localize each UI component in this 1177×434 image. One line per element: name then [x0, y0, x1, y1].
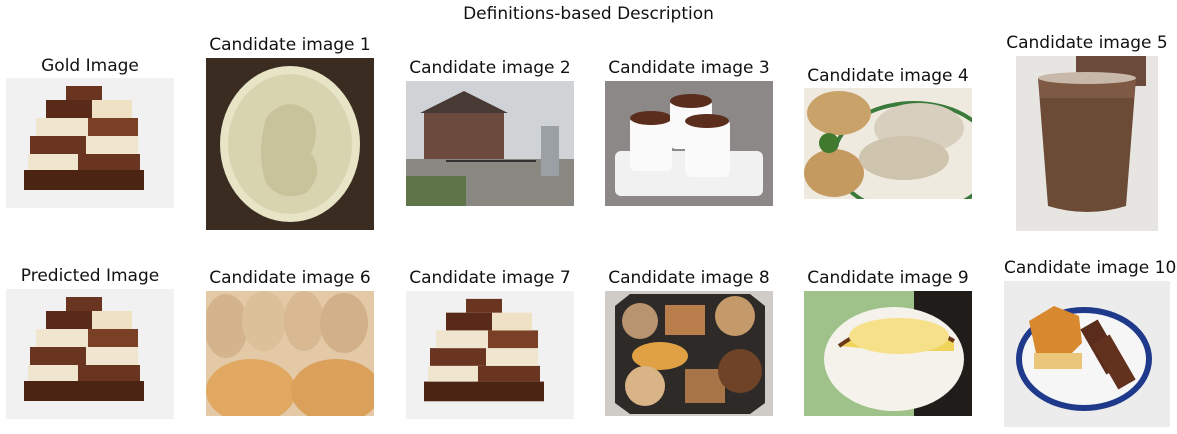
panel-candidate-5: Candidate image 5 — [1006, 33, 1168, 233]
hot-chocolate-image — [605, 81, 773, 206]
panel-predicted-image: Predicted Image — [6, 266, 174, 422]
medallion-image — [206, 58, 374, 230]
panel-caption: Candidate image 7 — [409, 268, 571, 288]
panel-caption: Candidate image 3 — [608, 58, 770, 78]
panel-caption: Candidate image 8 — [608, 268, 770, 288]
panel-caption: Candidate image 5 — [1006, 33, 1168, 53]
panel-caption: Candidate image 1 — [209, 35, 371, 55]
cookie-tin-image — [605, 291, 773, 416]
panel-caption: Candidate image 6 — [209, 268, 371, 288]
panel-caption: Candidate image 2 — [409, 58, 571, 78]
glass-chocolate-milk-image — [1016, 56, 1158, 231]
panel-candidate-6: Candidate image 6 — [206, 268, 374, 418]
biscuit-plate-image — [1004, 281, 1170, 427]
panel-caption: Predicted Image — [20, 266, 160, 286]
house-image — [406, 81, 574, 206]
panel-gold-image: Gold Image — [6, 56, 174, 212]
panel-candidate-10: Candidate image 10 — [1004, 258, 1177, 430]
chocolate-bars-image — [6, 78, 174, 208]
panel-candidate-1: Candidate image 1 — [206, 35, 374, 233]
panel-candidate-3: Candidate image 3 — [605, 58, 773, 208]
baked-biscuits-image — [206, 291, 374, 416]
panel-caption: Candidate image 4 — [807, 66, 969, 86]
panel-candidate-2: Candidate image 2 — [406, 58, 574, 208]
biscuits-gravy-image — [804, 88, 972, 199]
panel-caption: Candidate image 10 — [1004, 258, 1177, 278]
cheesecake-image — [804, 291, 972, 416]
panel-candidate-8: Candidate image 8 — [605, 268, 773, 418]
panel-candidate-4: Candidate image 4 — [804, 66, 972, 201]
panel-candidate-7: Candidate image 7 — [406, 268, 574, 420]
chocolate-bars-image — [6, 289, 174, 419]
panel-caption: Candidate image 9 — [807, 268, 969, 288]
panel-caption: Gold Image — [41, 56, 139, 76]
panel-candidate-9: Candidate image 9 — [804, 268, 972, 418]
figure-title: Definitions-based Description — [463, 4, 714, 24]
chocolate-bars-image — [406, 291, 574, 419]
